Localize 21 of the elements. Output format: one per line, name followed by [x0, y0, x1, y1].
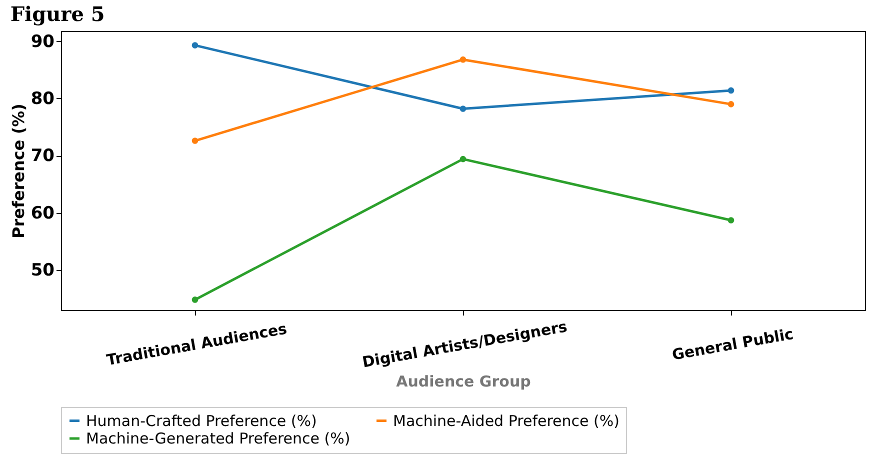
legend-label: Machine-Generated Preference (%): [86, 430, 350, 448]
y-tick-label: 70: [30, 146, 55, 166]
point: [460, 56, 466, 63]
legend-label: Machine-Aided Preference (%): [393, 412, 620, 430]
y-tick-label: 90: [30, 32, 55, 52]
x-axis-title: Audience Group: [396, 372, 532, 390]
y-tick-label: 50: [30, 260, 55, 280]
point: [192, 42, 198, 48]
point: [192, 296, 198, 303]
chart-title: Figure 5: [10, 2, 105, 26]
point: [728, 101, 734, 108]
point: [728, 87, 734, 94]
point: [728, 217, 734, 224]
y-tick-label: 60: [30, 203, 55, 224]
x-tick-label: General Public: [670, 324, 795, 364]
point: [192, 138, 198, 144]
y-tick-label: 80: [30, 88, 55, 109]
legend-label: Human-Crafted Preference (%): [86, 412, 317, 430]
point: [460, 156, 466, 162]
point: [460, 106, 466, 112]
y-axis-title: Preference (%): [8, 104, 28, 238]
